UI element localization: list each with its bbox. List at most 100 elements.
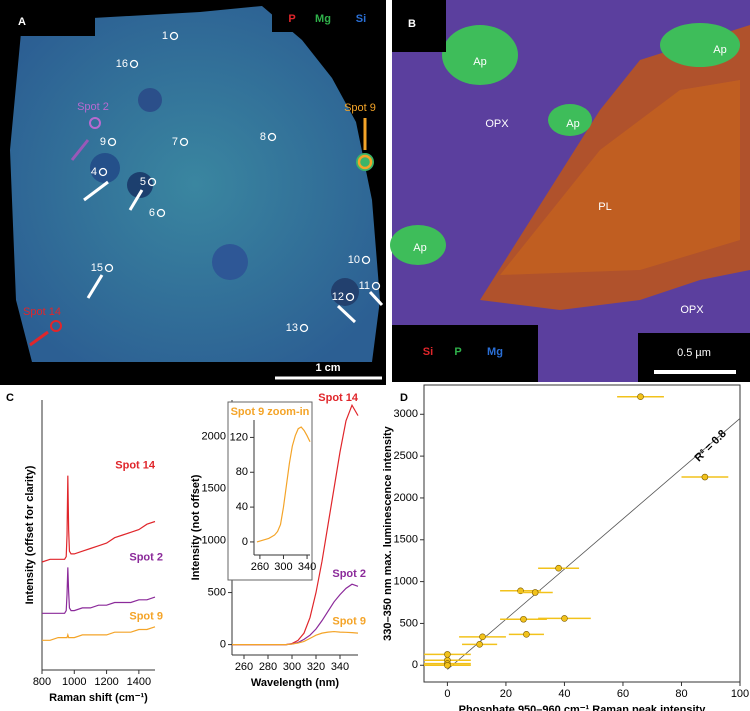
spot-number: 5: [140, 176, 146, 188]
inclusion: [90, 153, 120, 183]
x-tick-label: 1400: [127, 676, 151, 688]
inclusion: [127, 172, 153, 198]
x-tick-label: 800: [33, 676, 51, 688]
point: [520, 615, 527, 623]
series-label: Spot 14: [318, 392, 359, 404]
spot-number: 12: [332, 291, 344, 303]
x-tick-label: 340: [298, 561, 316, 573]
x-tick-label: 260: [251, 561, 269, 573]
point: [531, 589, 539, 596]
point: [523, 631, 530, 638]
y-axis-label: 330–350 nm max. luminescence intensity: [382, 425, 394, 640]
spot-number: 15: [91, 262, 103, 274]
spot-marker: [267, 132, 277, 142]
spot-marker: [156, 208, 166, 218]
phase-label: PL: [598, 201, 611, 213]
plagioclase-core: [500, 80, 740, 275]
channel-label: P: [288, 13, 295, 25]
series-line: [42, 626, 156, 641]
series-label: Spot 14: [115, 460, 156, 472]
x-axis-label: Phosphate 950–960 cm⁻¹ Raman peak intens…: [459, 704, 707, 711]
y-tick-label: 120: [230, 431, 248, 443]
x-tick-label: 260: [235, 661, 253, 673]
label-box: [0, 6, 95, 36]
fit-line: [447, 418, 741, 670]
spot-label: Spot 2: [77, 101, 109, 113]
series-line: [232, 630, 359, 646]
spot-number: 16: [116, 58, 128, 70]
phase-label: Ap: [473, 56, 486, 68]
spot-number: 10: [348, 254, 360, 266]
panel-letter: D: [400, 392, 408, 404]
series-label: Spot 2: [129, 551, 163, 563]
x-tick-label: 1000: [62, 676, 86, 688]
channel-label: Si: [356, 13, 366, 25]
series-line: [41, 475, 156, 563]
point: [561, 615, 568, 622]
spot-marker: [50, 320, 62, 332]
spot-marker: [179, 137, 189, 147]
spot-marker: [147, 177, 157, 187]
x-tick-label: 300: [274, 561, 292, 573]
x-tick-label: 60: [617, 688, 629, 700]
spot-number: 9: [100, 136, 106, 148]
spot-marker: [345, 292, 355, 302]
x-tick-label: 340: [331, 661, 349, 673]
channel-label: Mg: [487, 346, 503, 358]
annotation: R² = 0.8: [692, 428, 728, 464]
point: [701, 473, 709, 481]
phase-label: Ap: [713, 44, 726, 56]
x-tick-label: 20: [500, 688, 512, 700]
spot-number: 4: [91, 166, 97, 178]
y-tick-label: 2000: [394, 492, 418, 504]
series-line: [232, 583, 359, 646]
label-box: [392, 0, 446, 52]
spot-label: Spot 9: [344, 102, 376, 114]
phase-label: Ap: [413, 242, 426, 254]
spot-marker: [169, 31, 179, 41]
panel-letter: C: [6, 392, 14, 404]
point: [479, 633, 486, 641]
y-axis-label: Intensity (offset for clarity): [24, 465, 36, 604]
spot-marker: [98, 167, 108, 177]
apatite: [548, 104, 592, 136]
y-axis-label: Intensity (not offset): [190, 474, 202, 580]
inclusion: [331, 278, 359, 306]
x-tick-label: 1200: [94, 676, 118, 688]
y-tick-label: 3000: [394, 408, 418, 420]
y-tick-label: 0: [220, 638, 226, 650]
arrows: [29, 118, 384, 347]
spot-number: 1: [162, 30, 168, 42]
series-label: Spot 2: [332, 568, 366, 580]
inset-frame: [227, 401, 313, 581]
spot-label: Spot 14: [23, 306, 61, 318]
panel-letter: A: [18, 16, 26, 28]
x-axis-label: Wavelength (nm): [251, 677, 340, 689]
series-label: Spot 9: [332, 615, 366, 627]
inset-line: [256, 426, 311, 543]
spot-number: 7: [172, 136, 178, 148]
x-tick-label: 280: [259, 661, 277, 673]
spot-marker: [104, 263, 114, 273]
y-tick-label: 1000: [394, 576, 418, 588]
inset-title: Spot 9 zoom-in: [231, 406, 310, 418]
y-tick-label: 1500: [394, 534, 418, 546]
y-tick-label: 1000: [202, 534, 226, 546]
spot-marker: [371, 281, 381, 291]
x-tick-label: 320: [307, 661, 325, 673]
apatite: [442, 25, 518, 85]
series-label: Spot 9: [129, 611, 163, 623]
inclusion: [212, 244, 248, 280]
inclusion: [138, 88, 162, 112]
spot-number: 13: [286, 322, 298, 334]
spot-marker: [361, 255, 371, 265]
phase-label: Ap: [566, 118, 579, 130]
apatite: [390, 225, 446, 265]
channel-label: Si: [423, 346, 433, 358]
channel-label: P: [454, 346, 461, 358]
panel-letter: B: [408, 18, 416, 30]
spot-marker: [129, 59, 139, 69]
spot-number: 8: [260, 131, 266, 143]
spot-number: 11: [359, 280, 370, 292]
spot-marker: [107, 137, 117, 147]
